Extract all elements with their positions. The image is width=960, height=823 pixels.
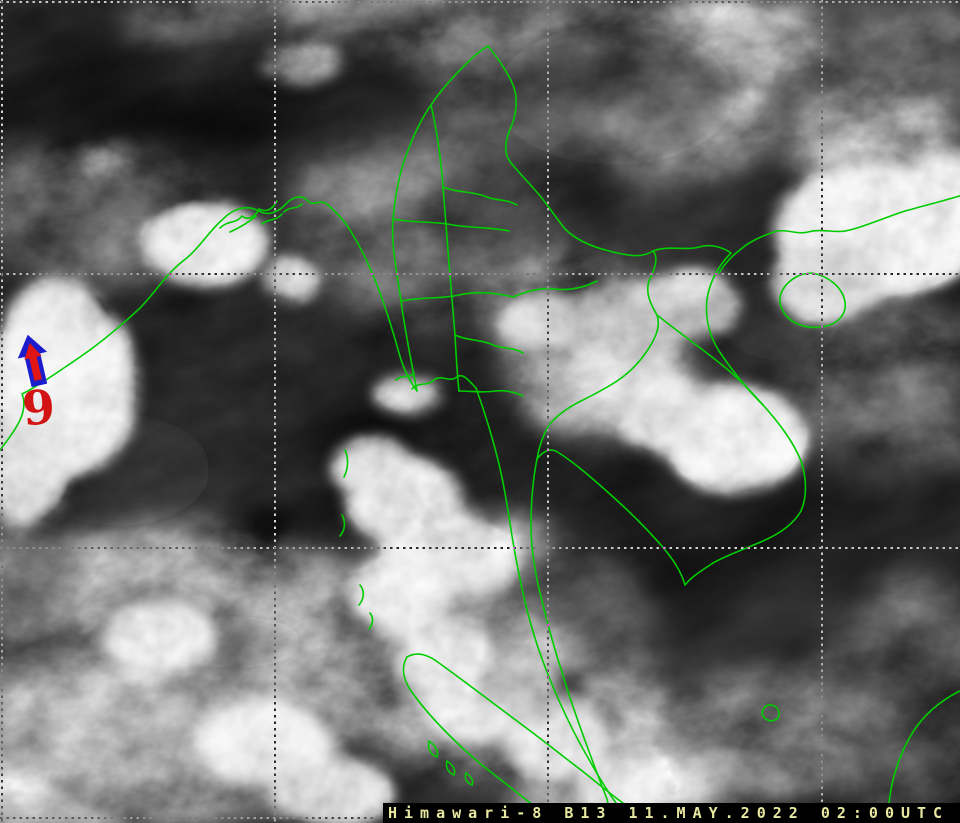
cloud-blob — [104, 600, 216, 672]
cloud-blob — [79, 142, 131, 174]
border-myanmar-west — [391, 45, 489, 392]
cyclone-marker: 9 — [17, 334, 57, 438]
coastline-gulf-west-peninsula — [530, 458, 614, 823]
border-internal-mid — [400, 292, 514, 302]
cyclone-motion-arrow-icon — [17, 334, 48, 388]
island-con-dao — [761, 704, 780, 722]
islands-andaman-nicobar — [339, 449, 374, 630]
timestamp-caption: Himawari-8 B13 11.MAY.2022 02:00UTC — [383, 803, 960, 823]
border-internal-shan — [512, 280, 598, 298]
cloud-blob — [617, 375, 713, 455]
coastline-indochina — [536, 252, 807, 586]
coastline-china-south — [718, 195, 960, 274]
cloud-blob — [495, 25, 735, 165]
border-internal-kachin — [442, 186, 518, 206]
cloud-blob — [266, 254, 318, 302]
timestamp-caption-text: Himawari-8 B13 11.MAY.2022 02:00UTC — [388, 804, 950, 822]
coastline-tenasserim-malay-west — [475, 387, 628, 823]
border-myanmar-laos-connector — [652, 244, 732, 254]
cyclone-number-label: 9 — [20, 380, 57, 438]
coastline-india-bangladesh — [0, 196, 418, 452]
cloud-blob — [60, 38, 440, 162]
cloud-blob — [640, 270, 740, 340]
border-internal-north — [392, 218, 510, 232]
islands-mentawai — [427, 740, 474, 786]
border-internal-south — [458, 389, 524, 397]
coastline-borneo — [886, 690, 960, 823]
island-hainan — [779, 272, 846, 329]
border-internal-karen — [454, 334, 524, 354]
river-delta-ganges — [219, 200, 303, 233]
arrow-fill — [24, 342, 42, 381]
cloud-blob — [332, 438, 412, 498]
border-internal-sagaing — [430, 104, 460, 392]
cloud-blob — [430, 152, 610, 248]
coastline-overlay — [0, 45, 960, 823]
coastline-irrawaddy-delta — [395, 372, 477, 390]
cloud-blob — [501, 292, 589, 352]
border-annamite — [656, 314, 764, 406]
cloud-blob — [143, 201, 267, 285]
